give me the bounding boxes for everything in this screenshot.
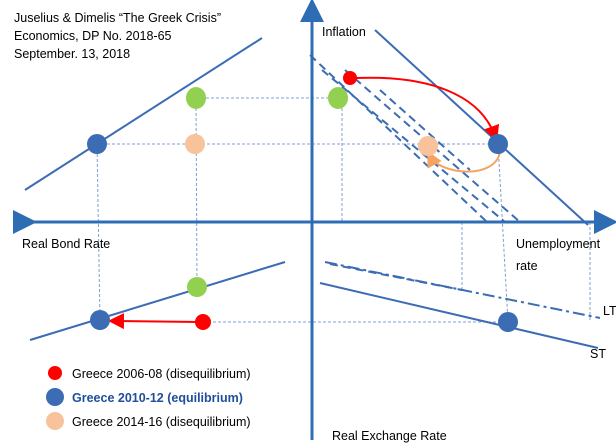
points xyxy=(87,71,518,332)
legend-label: Greece 2010-12 (equilibrium) xyxy=(72,391,243,405)
axis-label: Inflation xyxy=(322,25,366,39)
legend-swatch xyxy=(48,366,62,380)
citation: Juselius & Dimelis “The Greek Crisis” xyxy=(14,11,221,25)
orange-arrow xyxy=(427,150,501,173)
guides xyxy=(96,97,591,323)
legend-label: Greece 2014-16 (disequilibrium) xyxy=(72,415,251,429)
citation: Economics, DP No. 2018-65 xyxy=(14,29,172,43)
curve-label: LT xyxy=(603,304,616,318)
citation: September. 13, 2018 xyxy=(14,47,130,61)
legend-swatch xyxy=(46,412,64,430)
legend-swatch xyxy=(46,388,64,406)
curves xyxy=(24,29,601,349)
axis-label: rate xyxy=(516,259,538,273)
legend-label: Greece 2006-08 (disequilibrium) xyxy=(72,367,251,381)
axis-label: Real Exchange Rate xyxy=(332,429,447,443)
curve-label: ST xyxy=(590,347,606,361)
legend: Greece 2006-08 (disequilibrium) Greece 20… xyxy=(46,366,251,430)
axis-label: Real Bond Rate xyxy=(22,237,110,251)
red-arrow xyxy=(108,313,201,330)
red-arrow xyxy=(354,76,500,142)
axis-label: Unemployment xyxy=(516,237,601,251)
